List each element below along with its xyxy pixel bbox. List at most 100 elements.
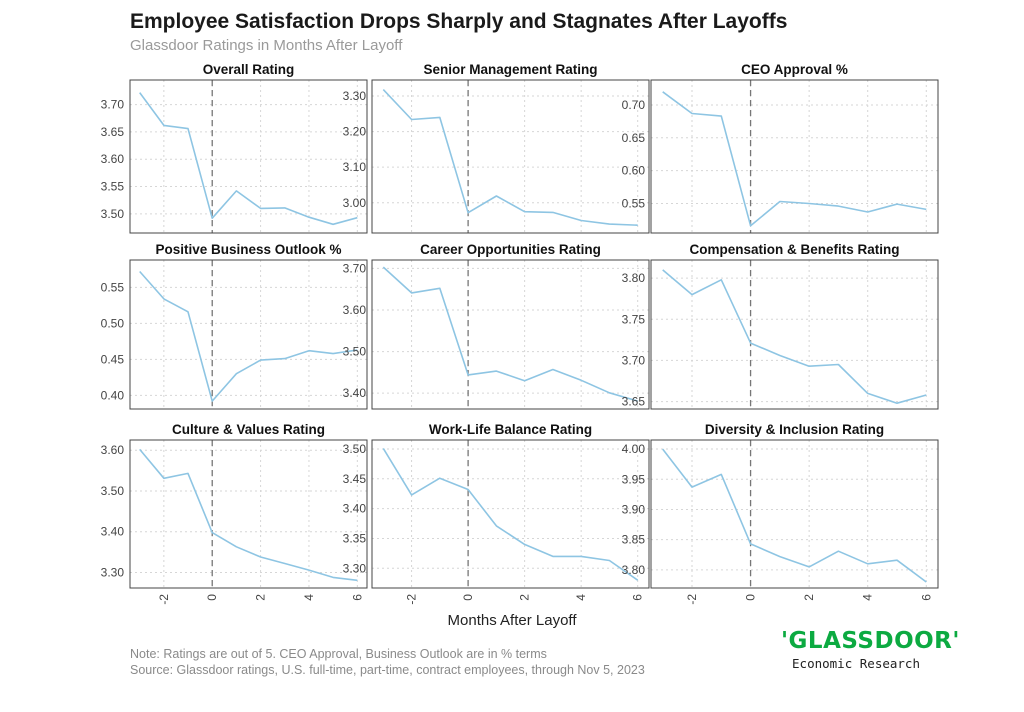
y-tick-label: 3.50 [101, 484, 125, 498]
panel-title: Overall Rating [203, 62, 295, 77]
y-tick-label: 3.80 [622, 271, 646, 285]
y-tick-label: 3.60 [101, 443, 125, 457]
y-tick-label: 0.55 [101, 280, 125, 294]
y-tick-label: 3.50 [343, 442, 367, 456]
x-tick-label: 4 [302, 594, 316, 601]
panel-3: Positive Business Outlook % 0.40 0.45 0.50 0… [101, 242, 368, 410]
series-line [382, 89, 638, 226]
y-tick-label: 3.40 [343, 386, 367, 400]
panel-title: Compensation & Benefits Rating [689, 242, 899, 257]
series-line [139, 448, 358, 582]
panel-frame [129, 259, 368, 410]
x-tick-label: -2 [157, 594, 171, 605]
x-tick-label: 6 [631, 594, 645, 601]
y-tick-label: 0.60 [622, 164, 646, 178]
y-tick-label: 3.50 [343, 345, 367, 359]
panel-title: Career Opportunities Rating [420, 242, 601, 257]
logo-wordmark: 'GLASSDOOR' [781, 628, 960, 654]
series-line [662, 91, 927, 227]
y-tick-label: 3.10 [343, 160, 367, 174]
y-tick-label: 3.90 [622, 502, 646, 516]
panel-6: Culture & Values Rating 3.30 3.40 3.50 3.60 -… [101, 422, 368, 605]
y-tick-label: 3.75 [622, 312, 646, 326]
panel-frame [129, 439, 368, 589]
x-tick-label: 0 [205, 594, 219, 601]
series-line [382, 447, 639, 581]
footnote: Note: Ratings are out of 5. CEO Approval… [130, 646, 645, 678]
logo-subtitle: Economic Research [792, 656, 920, 671]
note-line: Note: Ratings are out of 5. CEO Approval… [130, 647, 547, 661]
series-line [662, 448, 927, 583]
y-tick-label: 0.45 [101, 352, 125, 366]
y-tick-label: 0.65 [622, 131, 646, 145]
y-tick-label: 3.30 [343, 561, 367, 575]
panel-2: CEO Approval % 0.55 0.60 0.65 0.70 [622, 62, 939, 234]
x-tick-label: 6 [350, 594, 364, 601]
y-tick-label: 3.60 [101, 152, 125, 166]
x-tick-label: 0 [744, 594, 758, 601]
x-tick-label: 4 [574, 594, 588, 601]
y-tick-label: 0.70 [622, 98, 646, 112]
y-tick-label: 3.80 [622, 563, 646, 577]
series-line [139, 92, 358, 226]
panel-title: Diversity & Inclusion Rating [705, 422, 884, 437]
panel-frame [650, 79, 939, 234]
panel-1: Senior Management Rating 3.00 3.10 3.20 3.30 [343, 62, 650, 234]
y-tick-label: 0.50 [101, 316, 125, 330]
panel-7: Work-Life Balance Rating 3.30 3.35 3.40 3.45… [343, 422, 650, 605]
panel-title: Work-Life Balance Rating [429, 422, 592, 437]
glassdoor-logo: 'GLASSDOOR' Economic Research [781, 628, 960, 671]
x-tick-label: 4 [861, 594, 875, 601]
y-tick-label: 3.60 [343, 303, 367, 317]
panel-frame [371, 79, 650, 234]
series-line [139, 270, 358, 402]
panel-8: Diversity & Inclusion Rating 3.80 3.85 3.90… [622, 422, 939, 605]
x-tick-label: 6 [919, 594, 933, 601]
chart-title: Employee Satisfaction Drops Sharply and … [130, 10, 788, 33]
panel-title: Positive Business Outlook % [155, 242, 341, 257]
x-tick-label: -2 [685, 594, 699, 605]
y-tick-label: 3.00 [343, 196, 367, 210]
x-tick-label: 2 [802, 594, 816, 601]
y-tick-label: 3.65 [622, 395, 646, 409]
y-tick-label: 3.70 [101, 98, 125, 112]
y-tick-label: 0.55 [622, 196, 646, 210]
y-tick-label: 3.55 [101, 180, 125, 194]
y-tick-label: 0.40 [101, 388, 125, 402]
panel-title: CEO Approval % [741, 62, 848, 77]
y-tick-label: 4.00 [622, 442, 646, 456]
panel-frame [129, 79, 368, 234]
y-tick-label: 3.50 [101, 207, 125, 221]
panel-5: Compensation & Benefits Rating 3.65 3.70 3.… [622, 242, 939, 410]
y-tick-label: 3.30 [343, 89, 367, 103]
y-tick-label: 3.30 [101, 566, 125, 580]
y-tick-label: 3.95 [622, 472, 646, 486]
panel-4: Career Opportunities Rating 3.40 3.50 3.60 3… [343, 242, 650, 410]
x-axis-label: Months After Layoff [447, 612, 577, 629]
y-tick-label: 3.40 [101, 525, 125, 539]
y-tick-label: 3.40 [343, 502, 367, 516]
series-line [662, 269, 927, 405]
y-tick-label: 3.45 [343, 472, 367, 486]
y-tick-label: 3.65 [101, 125, 125, 139]
x-tick-label: 0 [461, 594, 475, 601]
x-tick-label: 2 [254, 594, 268, 601]
panel-frame [371, 259, 650, 410]
panel-title: Senior Management Rating [423, 62, 597, 77]
y-tick-label: 3.20 [343, 125, 367, 139]
y-tick-label: 3.35 [343, 531, 367, 545]
chart-subtitle: Glassdoor Ratings in Months After Layoff [130, 37, 403, 54]
source-line: Source: Glassdoor ratings, U.S. full-tim… [130, 663, 645, 677]
panel-title: Culture & Values Rating [172, 422, 325, 437]
y-tick-label: 3.70 [622, 353, 646, 367]
panel-frame [650, 439, 939, 589]
y-tick-label: 3.85 [622, 533, 646, 547]
panel-frame [650, 259, 939, 410]
y-tick-label: 3.70 [343, 261, 367, 275]
panel-frame [371, 439, 650, 589]
x-tick-label: 2 [518, 594, 532, 601]
series-line [382, 266, 638, 402]
panel-0: Overall Rating 3.50 3.55 3.60 3.65 3.70 [101, 62, 368, 234]
x-tick-label: -2 [405, 594, 419, 605]
